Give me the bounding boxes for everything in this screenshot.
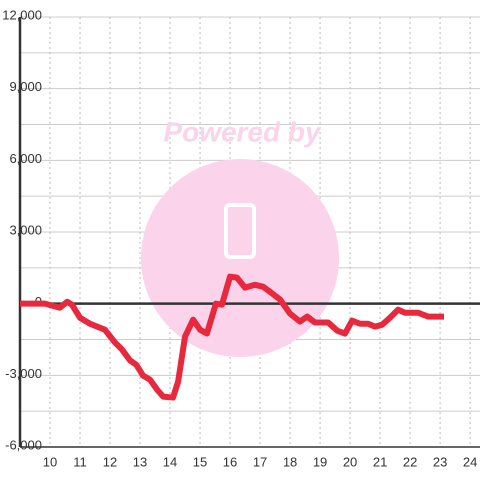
x-tick-label: 13	[133, 454, 147, 469]
x-tick-label: 15	[193, 454, 207, 469]
y-tick-label: 12,000	[2, 7, 42, 22]
x-tick-label: 22	[403, 454, 417, 469]
x-tick-label: 19	[313, 454, 327, 469]
x-tick-label: 10	[43, 454, 57, 469]
watermark-icon	[224, 203, 256, 259]
y-tick-label: -6,000	[5, 437, 42, 452]
y-tick-label: -3,000	[5, 366, 42, 381]
x-tick-label: 24	[463, 454, 477, 469]
y-tick-label: 3,000	[9, 222, 42, 237]
x-tick-label: 21	[373, 454, 387, 469]
data-line	[20, 273, 444, 401]
y-tick-label: 9,000	[9, 79, 42, 94]
x-tick-label: 14	[163, 454, 177, 469]
x-tick-label: 20	[343, 454, 357, 469]
watermark-text: Powered by	[163, 116, 322, 147]
x-tick-label: 17	[253, 454, 267, 469]
x-tick-label: 12	[103, 454, 117, 469]
x-tick-label: 23	[433, 454, 447, 469]
x-tick-label: 11	[73, 454, 87, 469]
x-tick-label: 18	[283, 454, 297, 469]
x-tick-label: 16	[223, 454, 237, 469]
y-tick-label: 6,000	[9, 151, 42, 166]
